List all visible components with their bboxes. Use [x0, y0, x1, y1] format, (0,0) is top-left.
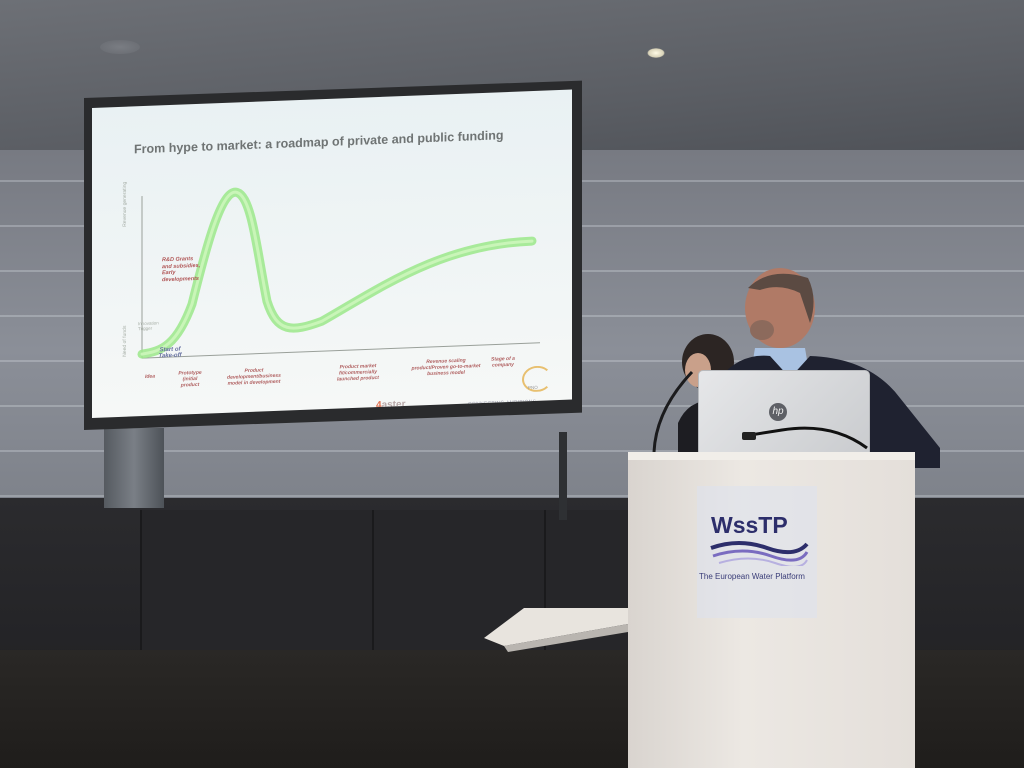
wave-logo-icon	[710, 541, 809, 566]
slide-need-label: Need of funds	[122, 325, 128, 357]
partner-logo-text: PNO	[528, 384, 538, 391]
podium-sign: WssTP The European Water Platform	[697, 486, 817, 618]
screen-pull-tab	[559, 432, 567, 520]
stage-label: Product market fit/commercially launched…	[337, 363, 379, 383]
slide-red-label: R&D Grants and subsidies, Early developm…	[162, 256, 201, 283]
projection-screen: From hype to market: a roadmap of privat…	[92, 89, 572, 419]
ceiling-speaker	[100, 40, 140, 54]
stage-label: Product development/business model in de…	[227, 367, 281, 387]
hp-logo-icon: hp	[769, 403, 787, 421]
wsstp-logo-title: WssTP	[711, 512, 788, 538]
x-axis	[142, 342, 540, 359]
stage-label: Stage of a company	[491, 355, 515, 369]
slide-faint-label: Innovation Trigger	[138, 320, 159, 332]
stage-label: Revenue scaling product/Proven go-to-mar…	[411, 357, 481, 378]
gooseneck-microphone-icon	[742, 426, 868, 450]
microphone-icon	[652, 370, 694, 452]
wsstp-subtitle: The European Water Platform	[699, 572, 805, 581]
projector-stand	[104, 428, 164, 508]
stage-label: Prototype (initial product	[178, 369, 202, 389]
slide-start-label: Start of Take-off	[158, 346, 182, 360]
stage-label: Idea	[144, 373, 155, 380]
laptop[interactable]: hp	[698, 370, 870, 460]
ceiling-light	[647, 48, 665, 58]
slide-axis-label: Revenue generating	[122, 181, 128, 227]
side-shelf	[484, 608, 628, 652]
hype-curve-highlight	[140, 190, 534, 356]
cabinet-door	[140, 510, 372, 650]
podium-top	[628, 452, 915, 460]
